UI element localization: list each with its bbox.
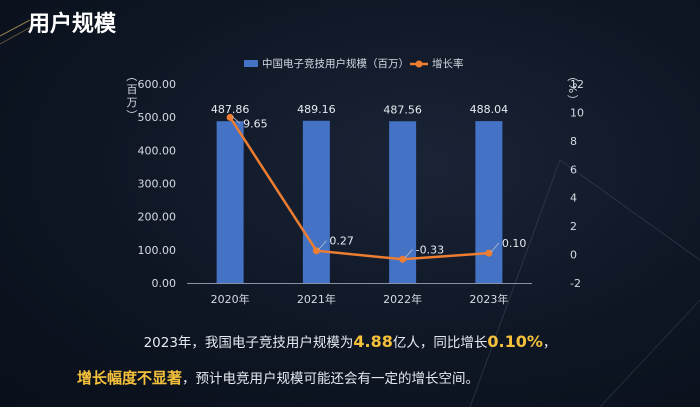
growth-rate-line xyxy=(229,116,489,261)
legend-label-growth: 增长率 xyxy=(432,57,464,70)
bar-2023年 xyxy=(475,121,503,284)
y-right-tick-label: 4 xyxy=(570,192,577,205)
y-left-axis-label: 百 xyxy=(127,83,138,96)
legend-swatch-users xyxy=(244,60,258,67)
x-tick-label: 2022年 xyxy=(383,292,422,306)
y-right-axis-label: （ xyxy=(566,71,579,82)
y-right-tick-label: 8 xyxy=(570,135,577,148)
y-right-tick-label: 12 xyxy=(570,78,584,91)
bar-2021年 xyxy=(302,120,330,283)
y-left-tick-label: 500.00 xyxy=(138,111,177,124)
growth-rate-point xyxy=(226,113,234,121)
caption-line-2: 增长幅度不显著，预计电竞用户规模可能还会有一定的增长空间。 xyxy=(0,367,628,388)
y-left-axis-label: 万 xyxy=(127,96,138,109)
legend-marker-growth xyxy=(415,60,423,68)
caption-text: 亿人，同比增长 xyxy=(392,335,488,351)
x-tick-label: 2023年 xyxy=(469,292,508,306)
y-left-tick-label: 200.00 xyxy=(138,211,177,224)
growth-data-label: -0.33 xyxy=(416,243,444,256)
y-left-tick-label: 100.00 xyxy=(138,244,177,257)
y-left-tick-label: 300.00 xyxy=(138,178,177,191)
bar-data-label: 487.86 xyxy=(211,103,250,116)
growth-label-leader xyxy=(318,240,327,250)
caption-highlight-conclusion: 增长幅度不显著 xyxy=(76,369,182,387)
legend-label-users: 中国电子竞技用户规模（百万） xyxy=(262,57,409,70)
growth-label-leader xyxy=(490,242,500,253)
growth-data-label: 0.10 xyxy=(502,237,527,250)
growth-rate-point xyxy=(399,255,407,263)
y-right-tick-label: 6 xyxy=(570,163,577,176)
y-right-tick-label: 2 xyxy=(570,220,577,233)
bar-data-label: 489.16 xyxy=(297,103,336,116)
y-right-tick-label: 10 xyxy=(570,106,584,119)
x-tick-label: 2021年 xyxy=(297,292,336,306)
y-right-axis-label: % xyxy=(566,83,579,93)
y-left-tick-label: 400.00 xyxy=(138,144,177,157)
caption-line-1: 2023年，我国电子竞技用户规模为4.88亿人，同比增长0.10%， xyxy=(0,331,700,351)
bar-2020年 xyxy=(216,121,244,283)
growth-label-leader xyxy=(404,248,413,259)
caption-highlight-growth: 0.10% xyxy=(487,332,543,351)
caption-text: ， xyxy=(542,335,557,351)
bar-data-label: 488.04 xyxy=(470,103,509,116)
growth-rate-point xyxy=(312,247,320,255)
y-right-tick-label: -2 xyxy=(570,277,581,290)
caption-text: 2023年，我国电子竞技用户规模为 xyxy=(143,335,354,351)
y-left-axis-label: ） xyxy=(125,110,138,121)
caption-highlight-users: 4.88 xyxy=(353,332,393,351)
growth-label-leader xyxy=(231,116,241,124)
growth-data-label: 9.65 xyxy=(243,117,268,130)
page-title: 用户规模 xyxy=(28,12,117,37)
caption-text: ，预计电竞用户规模可能还会有一定的增长空间。 xyxy=(182,371,479,387)
y-left-axis-label: （ xyxy=(125,71,138,82)
bar-data-label: 487.56 xyxy=(383,103,422,116)
x-tick-label: 2020年 xyxy=(211,292,250,306)
growth-data-label: 0.27 xyxy=(329,235,354,248)
growth-rate-point xyxy=(485,249,493,257)
y-right-tick-label: 0 xyxy=(570,249,577,262)
y-left-tick-label: 600.00 xyxy=(138,78,177,91)
y-left-tick-label: 0.00 xyxy=(152,277,177,290)
y-right-axis-label: ） xyxy=(566,95,579,106)
